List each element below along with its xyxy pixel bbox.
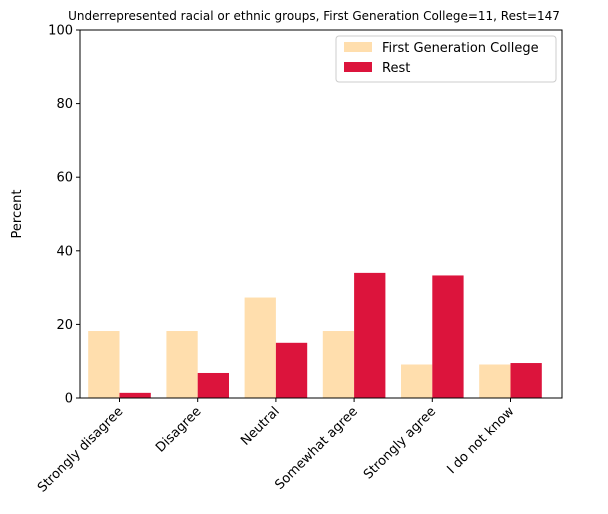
x-tick-label-0: Strongly disagree [35,404,126,495]
x-tick-label-2: Neutral [238,404,283,449]
legend-swatch-1 [344,62,372,72]
x-tick-label-5: I do not know [444,404,517,477]
legend-box [335,35,557,83]
y-tick-label-0: 0 [65,392,73,407]
bar-first-gen-5 [479,364,511,398]
bar-rest-3 [354,272,386,398]
legend-label-1: Rest [382,61,410,76]
chart-title: Underrepresented racial or ethnic groups… [68,9,560,23]
bar-first-gen-2 [244,297,276,398]
legend: First Generation College Rest [335,35,557,83]
bar-first-gen-4 [401,364,433,398]
bar-rest-4 [432,275,464,398]
plot-frame [79,29,563,399]
x-tick-label-1: Disagree [153,404,204,455]
y-tick-label-5: 100 [48,24,73,39]
y-tick-label-2: 40 [56,244,73,259]
y-tick-label-4: 80 [56,97,73,112]
x-tick-label-3: Somewhat agree [272,404,361,493]
bar-first-gen-3 [322,331,355,398]
legend-label-0: First Generation College [382,41,539,56]
plot-area: 0 20 40 60 80 100 Strongly disagree Disagree Neu… [35,24,542,496]
y-tick-label-3: 60 [56,171,73,186]
bar-rest-2 [275,342,308,398]
legend-swatch-0 [344,42,372,52]
bar-rest-0 [119,392,151,398]
bar-first-gen-1 [166,331,198,398]
y-axis-label: Percent [10,190,25,239]
x-tick-label-4: Strongly agree [361,404,439,482]
bar-first-gen-0 [88,331,120,398]
bar-rest-1 [197,372,229,398]
y-tick-label-1: 20 [56,318,73,333]
bar-rest-5 [510,363,542,398]
